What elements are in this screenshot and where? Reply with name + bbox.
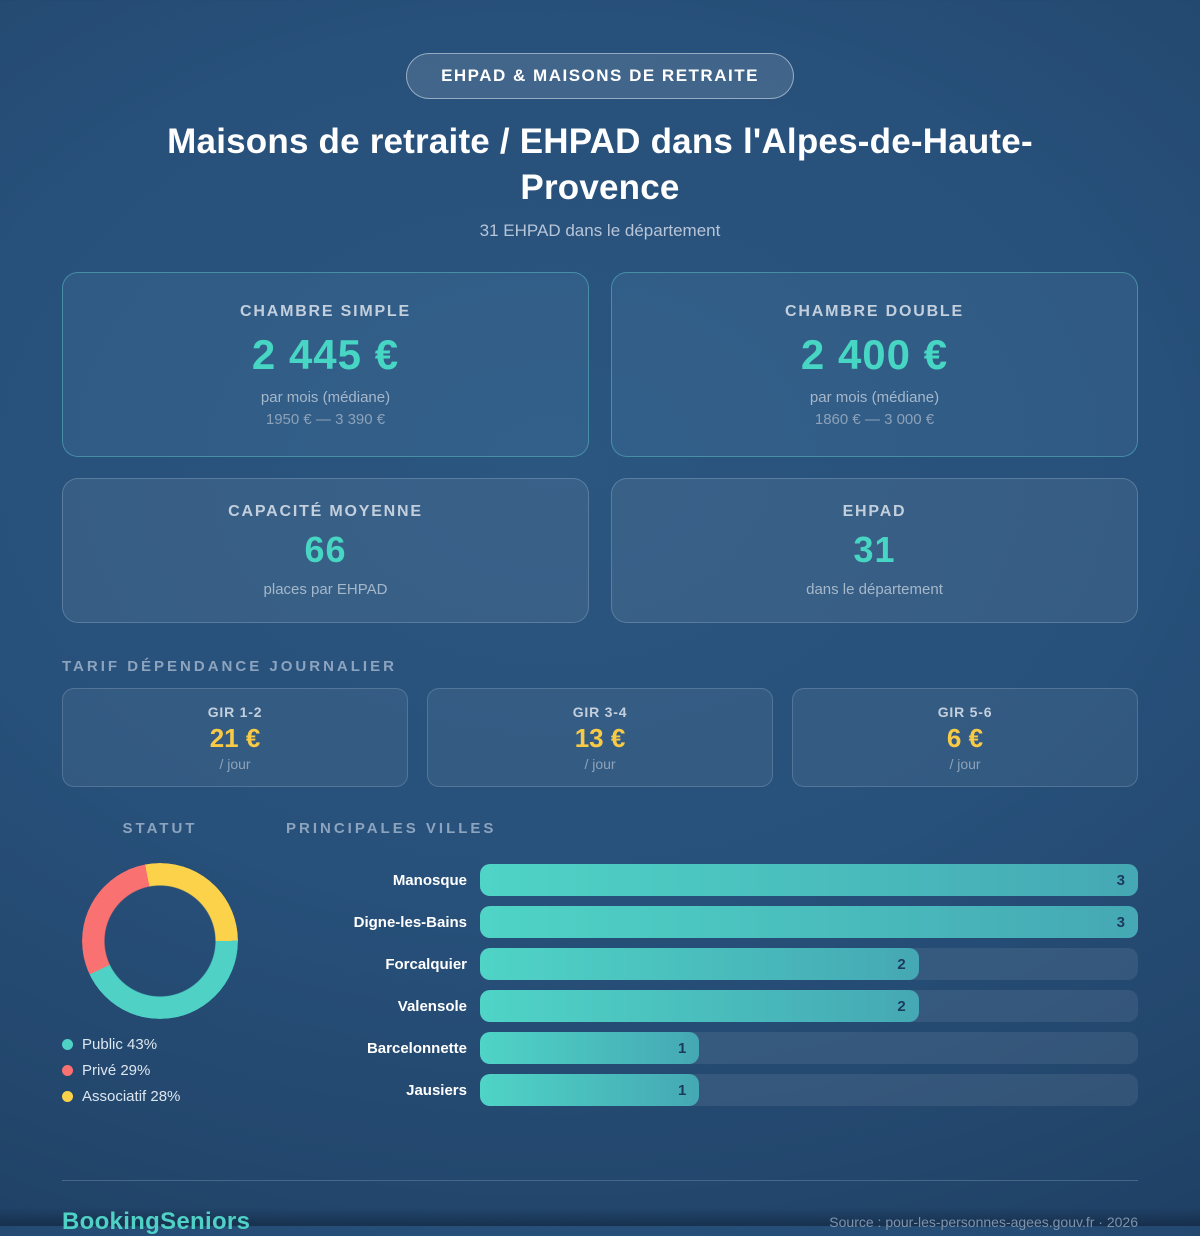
bar-category-label: Valensole	[397, 997, 467, 1015]
bar-value-label: 1	[677, 1039, 687, 1057]
bar-track: 2	[480, 990, 1138, 1023]
card-value: 2 445 €	[251, 331, 400, 379]
bar-row: Jausiers 1	[284, 1074, 1138, 1107]
bar-fill: 1	[480, 1032, 700, 1065]
bar-category-label: Digne-les-Bains	[353, 913, 467, 931]
bar-value-label: 2	[897, 955, 906, 973]
tarif-section-title: TARIF DÉPENDANCE JOURNALIER	[62, 658, 397, 676]
bar-row: Manosque 3	[284, 864, 1138, 897]
bar-track: 3	[480, 906, 1138, 939]
bar-value-label: 3	[1116, 913, 1125, 931]
card-value: 66	[304, 529, 347, 571]
statut-chart-title: STATUT	[122, 820, 198, 838]
page-subtitle: 31 EHPAD dans le département	[479, 221, 721, 241]
card-sub: par mois (médiane)	[260, 389, 391, 407]
footer: BookingSeniors Source : pour-les-personn…	[62, 1208, 1138, 1236]
gir-unit: / jour	[949, 756, 981, 773]
bar-fill: 1	[480, 1074, 700, 1107]
bar-fill: 3	[480, 864, 1138, 897]
gir-unit: / jour	[584, 756, 616, 773]
bar-fill: 3	[480, 906, 1138, 939]
price-cards-row: CHAMBRE SIMPLE 2 445 € par mois (médiane…	[62, 272, 1138, 458]
card-gir-5-6: GIR 5-6 6 € / jour	[792, 688, 1138, 788]
card-ehpad-count: EHPAD 31 dans le département	[611, 478, 1138, 624]
legend-label: Public 43%	[82, 1036, 158, 1054]
legend-label: Privé 29%	[82, 1062, 151, 1080]
bar-row: Barcelonnette 1	[284, 1032, 1138, 1065]
gir-label: GIR 1-2	[207, 704, 263, 721]
badge-container: EHPAD & MAISONS DE RETRAITE	[0, 0, 1200, 99]
gir-unit: / jour	[219, 756, 251, 773]
bar-row: Valensole 2	[284, 990, 1138, 1023]
card-sub: dans le département	[806, 581, 943, 599]
card-chambre-simple: CHAMBRE SIMPLE 2 445 € par mois (médiane…	[62, 272, 589, 458]
card-value: 31	[853, 529, 896, 571]
bar-category-label: Forcalquier	[385, 955, 467, 973]
villes-column: PRINCIPALES VILLES Manosque 3 Digne-les-Ba…	[284, 820, 1138, 1116]
legend-item: Associatif 28%	[62, 1088, 258, 1105]
category-badge: EHPAD & MAISONS DE RETRAITE	[406, 53, 794, 99]
bar-track: 3	[480, 864, 1138, 897]
page-title: Maisons de retraite / EHPAD dans l'Alpes…	[167, 122, 1033, 208]
gir-value: 13 €	[574, 723, 626, 754]
bar-category-label: Barcelonnette	[366, 1039, 467, 1057]
card-capacite-moyenne: CAPACITÉ MOYENNE 66 places par EHPAD	[62, 478, 589, 624]
legend-item: Privé 29%	[62, 1062, 258, 1079]
bar-track: 1	[480, 1074, 1138, 1107]
footer-divider	[62, 1180, 1138, 1182]
card-label: CAPACITÉ MOYENNE	[228, 503, 423, 521]
card-label: EHPAD	[842, 503, 907, 521]
gir-value: 6 €	[946, 723, 984, 754]
card-chambre-double: CHAMBRE DOUBLE 2 400 € par mois (médiane…	[611, 272, 1138, 458]
bar-category-label: Jausiers	[406, 1081, 467, 1099]
source-attribution: Source : pour-les-personnes-agees.gouv.f…	[829, 1214, 1138, 1231]
brand-logo: BookingSeniors	[62, 1208, 251, 1236]
card-range: 1950 € — 3 390 €	[265, 411, 386, 429]
count-cards-row: CAPACITÉ MOYENNE 66 places par EHPAD EHP…	[62, 478, 1138, 624]
gir-cards-row: GIR 1-2 21 € / jour GIR 3-4 13 € / jour …	[62, 688, 1138, 788]
bar-value-label: 2	[897, 997, 906, 1015]
charts-section: STATUT Public 43% Privé 29% Associatif 28%…	[62, 820, 1138, 1116]
bar-row: Digne-les-Bains 3	[284, 906, 1138, 939]
villes-bar-chart: Manosque 3 Digne-les-Bains 3 Forcalquier 2 Val…	[284, 864, 1138, 1107]
card-range: 1860 € — 3 000 €	[814, 411, 935, 429]
card-label: CHAMBRE DOUBLE	[785, 303, 964, 321]
card-label: CHAMBRE SIMPLE	[240, 303, 411, 321]
legend-item: Public 43%	[62, 1036, 258, 1053]
bar-fill: 2	[480, 990, 919, 1023]
bar-row: Forcalquier 2	[284, 948, 1138, 981]
gir-label: GIR 5-6	[937, 704, 993, 721]
legend-dot-icon	[62, 1065, 73, 1077]
gir-label: GIR 3-4	[572, 704, 628, 721]
card-sub: places par EHPAD	[263, 581, 388, 599]
bar-category-label: Manosque	[392, 871, 467, 889]
legend-dot-icon	[62, 1091, 73, 1103]
legend-label: Associatif 28%	[82, 1088, 181, 1106]
statut-column: STATUT Public 43% Privé 29% Associatif 28%	[62, 820, 258, 1116]
bar-track: 2	[480, 948, 1138, 981]
bar-track: 1	[480, 1032, 1138, 1065]
gir-value: 21 €	[209, 723, 261, 754]
card-gir-3-4: GIR 3-4 13 € / jour	[427, 688, 773, 788]
card-value: 2 400 €	[800, 331, 949, 379]
bar-value-label: 3	[1116, 871, 1125, 889]
card-sub: par mois (médiane)	[809, 389, 940, 407]
villes-chart-title: PRINCIPALES VILLES	[286, 820, 497, 838]
bar-fill: 2	[480, 948, 919, 981]
card-gir-1-2: GIR 1-2 21 € / jour	[62, 688, 408, 788]
legend-dot-icon	[62, 1039, 73, 1051]
statut-donut-chart	[82, 863, 238, 1020]
statut-legend: Public 43% Privé 29% Associatif 28%	[62, 1036, 258, 1105]
bar-value-label: 1	[677, 1081, 687, 1099]
